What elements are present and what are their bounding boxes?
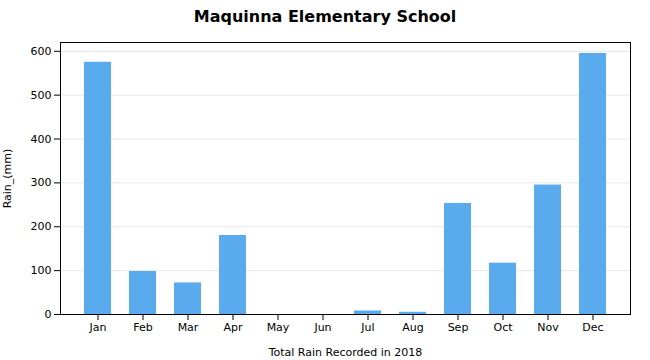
svg-text:Sep: Sep xyxy=(448,321,469,334)
svg-text:Jan: Jan xyxy=(89,321,107,334)
svg-text:400: 400 xyxy=(31,133,52,146)
svg-text:Aug: Aug xyxy=(402,321,423,334)
svg-text:600: 600 xyxy=(31,45,52,58)
svg-text:Dec: Dec xyxy=(582,321,603,334)
svg-text:Mar: Mar xyxy=(178,321,199,334)
svg-text:0: 0 xyxy=(45,308,52,321)
html-text:Maquinna Elementary School: Maquinna Elementary School xyxy=(193,7,457,26)
svg-text:300: 300 xyxy=(31,176,52,189)
svg-text:500: 500 xyxy=(31,89,52,102)
svg-text:Feb: Feb xyxy=(133,321,152,334)
svg-text:Rain_(mm): Rain_(mm) xyxy=(1,149,14,209)
svg-text:May: May xyxy=(267,321,290,334)
svg-text:Jun: Jun xyxy=(313,321,331,334)
svg-text:Oct: Oct xyxy=(493,321,513,334)
svg-text:200: 200 xyxy=(31,220,52,233)
svg-text:Nov: Nov xyxy=(537,321,559,334)
svg-text:Jul: Jul xyxy=(360,321,374,334)
svg-text:100: 100 xyxy=(31,264,52,277)
svg-text:Total Rain Recorded in 2018: Total Rain Recorded in 2018 xyxy=(268,346,423,359)
svg-text:Apr: Apr xyxy=(223,321,243,334)
